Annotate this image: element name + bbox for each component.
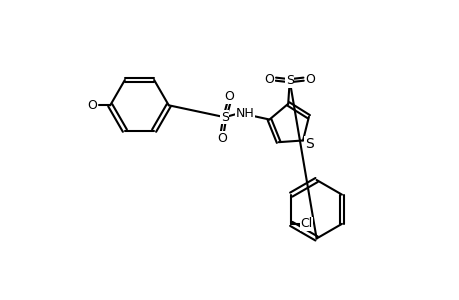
- Text: Cl: Cl: [300, 218, 312, 230]
- Text: O: O: [305, 73, 315, 86]
- Text: S: S: [304, 136, 313, 151]
- Text: NH: NH: [235, 107, 254, 120]
- Text: O: O: [224, 90, 234, 103]
- Text: O: O: [216, 131, 226, 145]
- Text: O: O: [263, 73, 273, 86]
- Text: O: O: [87, 99, 97, 112]
- Text: S: S: [285, 74, 293, 87]
- Text: S: S: [220, 111, 228, 124]
